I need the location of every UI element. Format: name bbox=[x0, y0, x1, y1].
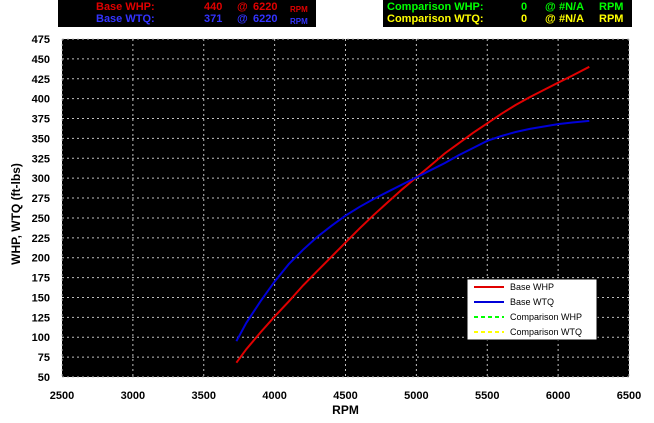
base-whp-rpm: 6220 bbox=[253, 1, 278, 13]
base-wtq-label: Base WTQ: bbox=[96, 13, 155, 25]
y-tick-label: 300 bbox=[32, 173, 50, 185]
x-tick-label: 3000 bbox=[121, 390, 145, 402]
legend-entry: Base WHP bbox=[510, 282, 554, 292]
y-tick-label: 100 bbox=[32, 332, 50, 344]
legend: Base WHP Base WTQ Comparison WHP Comparison… bbox=[466, 278, 598, 341]
y-tick-label: 175 bbox=[32, 273, 50, 285]
base-whp-value: 440 bbox=[204, 1, 223, 13]
legend-entry: Base WTQ bbox=[510, 297, 554, 307]
y-tick-label: 50 bbox=[38, 372, 50, 384]
comparison-wtq-at: @ bbox=[545, 13, 556, 25]
y-tick-label: 375 bbox=[32, 114, 50, 126]
series-line bbox=[235, 119, 590, 342]
y-tick-label: 200 bbox=[32, 253, 50, 265]
y-tick-label: 400 bbox=[32, 94, 50, 106]
x-tick-label: 5500 bbox=[475, 390, 499, 402]
comparison-wtq-value: 0 bbox=[521, 13, 528, 25]
y-tick-labels: 50 75 100 125 150 175 200 225 250 275 300 325 350 375… bbox=[32, 34, 50, 384]
y-tick-label: 150 bbox=[32, 292, 50, 304]
y-tick-label: 450 bbox=[32, 54, 50, 66]
x-tick-labels: 2500 3000 3500 4000 4500 5000 5500 6000 6500 bbox=[50, 390, 641, 402]
y-tick-label: 475 bbox=[32, 34, 50, 46]
base-readout-panel: Base WHP: 440 @ 6220 RPM Base WTQ: 371 @… bbox=[58, 0, 316, 27]
base-wtq-rpm: 6220 bbox=[253, 13, 278, 25]
legend-box bbox=[466, 278, 598, 341]
comparison-whp-rpm: #N/A bbox=[559, 1, 585, 13]
y-tick-label: 275 bbox=[32, 193, 50, 205]
comparison-whp-readout: Comparison WHP: 0 @ #N/A RPM bbox=[383, 1, 632, 14]
x-tick-label: 2500 bbox=[50, 390, 74, 402]
base-wtq-value: 371 bbox=[204, 13, 223, 25]
x-tick-label: 5000 bbox=[404, 390, 428, 402]
base-whp-at: @ bbox=[237, 1, 248, 13]
y-tick-label: 425 bbox=[32, 74, 50, 86]
comparison-readout-panel: Comparison WHP: 0 @ #N/A RPM Comparison … bbox=[383, 0, 632, 27]
y-tick-label: 75 bbox=[38, 352, 50, 364]
base-wtq-at: @ bbox=[237, 13, 248, 25]
comparison-wtq-label: Comparison WTQ: bbox=[387, 13, 484, 25]
base-whp-readout: Base WHP: 440 @ 6220 RPM bbox=[58, 1, 316, 14]
base-whp-label: Base WHP: bbox=[96, 1, 155, 13]
comparison-wtq-rpm: #N/A bbox=[559, 13, 585, 25]
y-tick-label: 125 bbox=[32, 312, 50, 324]
y-tick-label: 250 bbox=[32, 213, 50, 225]
base-wtq-readout: Base WTQ: 371 @ 6220 RPM bbox=[58, 13, 316, 26]
legend-entry: Comparison WTQ bbox=[510, 327, 582, 337]
x-tick-label: 6000 bbox=[546, 390, 570, 402]
x-tick-label: 6500 bbox=[617, 390, 641, 402]
series-line bbox=[235, 65, 590, 364]
comparison-whp-label: Comparison WHP: bbox=[387, 1, 484, 13]
base-whp-unit: RPM bbox=[290, 5, 308, 14]
legend-entry: Comparison WHP bbox=[510, 312, 582, 322]
comparison-wtq-readout: Comparison WTQ: 0 @ #N/A RPM bbox=[383, 13, 632, 26]
x-axis-title: RPM bbox=[332, 403, 359, 417]
y-tick-label: 325 bbox=[32, 153, 50, 165]
series-lines bbox=[235, 65, 590, 364]
comparison-whp-at: @ bbox=[545, 1, 556, 13]
base-wtq-unit: RPM bbox=[290, 17, 308, 26]
y-tick-label: 350 bbox=[32, 133, 50, 145]
y-axis-title: WHP, WTQ (ft-lbs) bbox=[9, 163, 23, 265]
x-tick-label: 3500 bbox=[192, 390, 216, 402]
y-tick-label: 225 bbox=[32, 233, 50, 245]
comparison-wtq-unit: RPM bbox=[599, 13, 624, 25]
comparison-whp-unit: RPM bbox=[599, 1, 624, 13]
comparison-whp-value: 0 bbox=[521, 1, 528, 13]
x-tick-label: 4500 bbox=[333, 390, 357, 402]
x-tick-label: 4000 bbox=[262, 390, 286, 402]
